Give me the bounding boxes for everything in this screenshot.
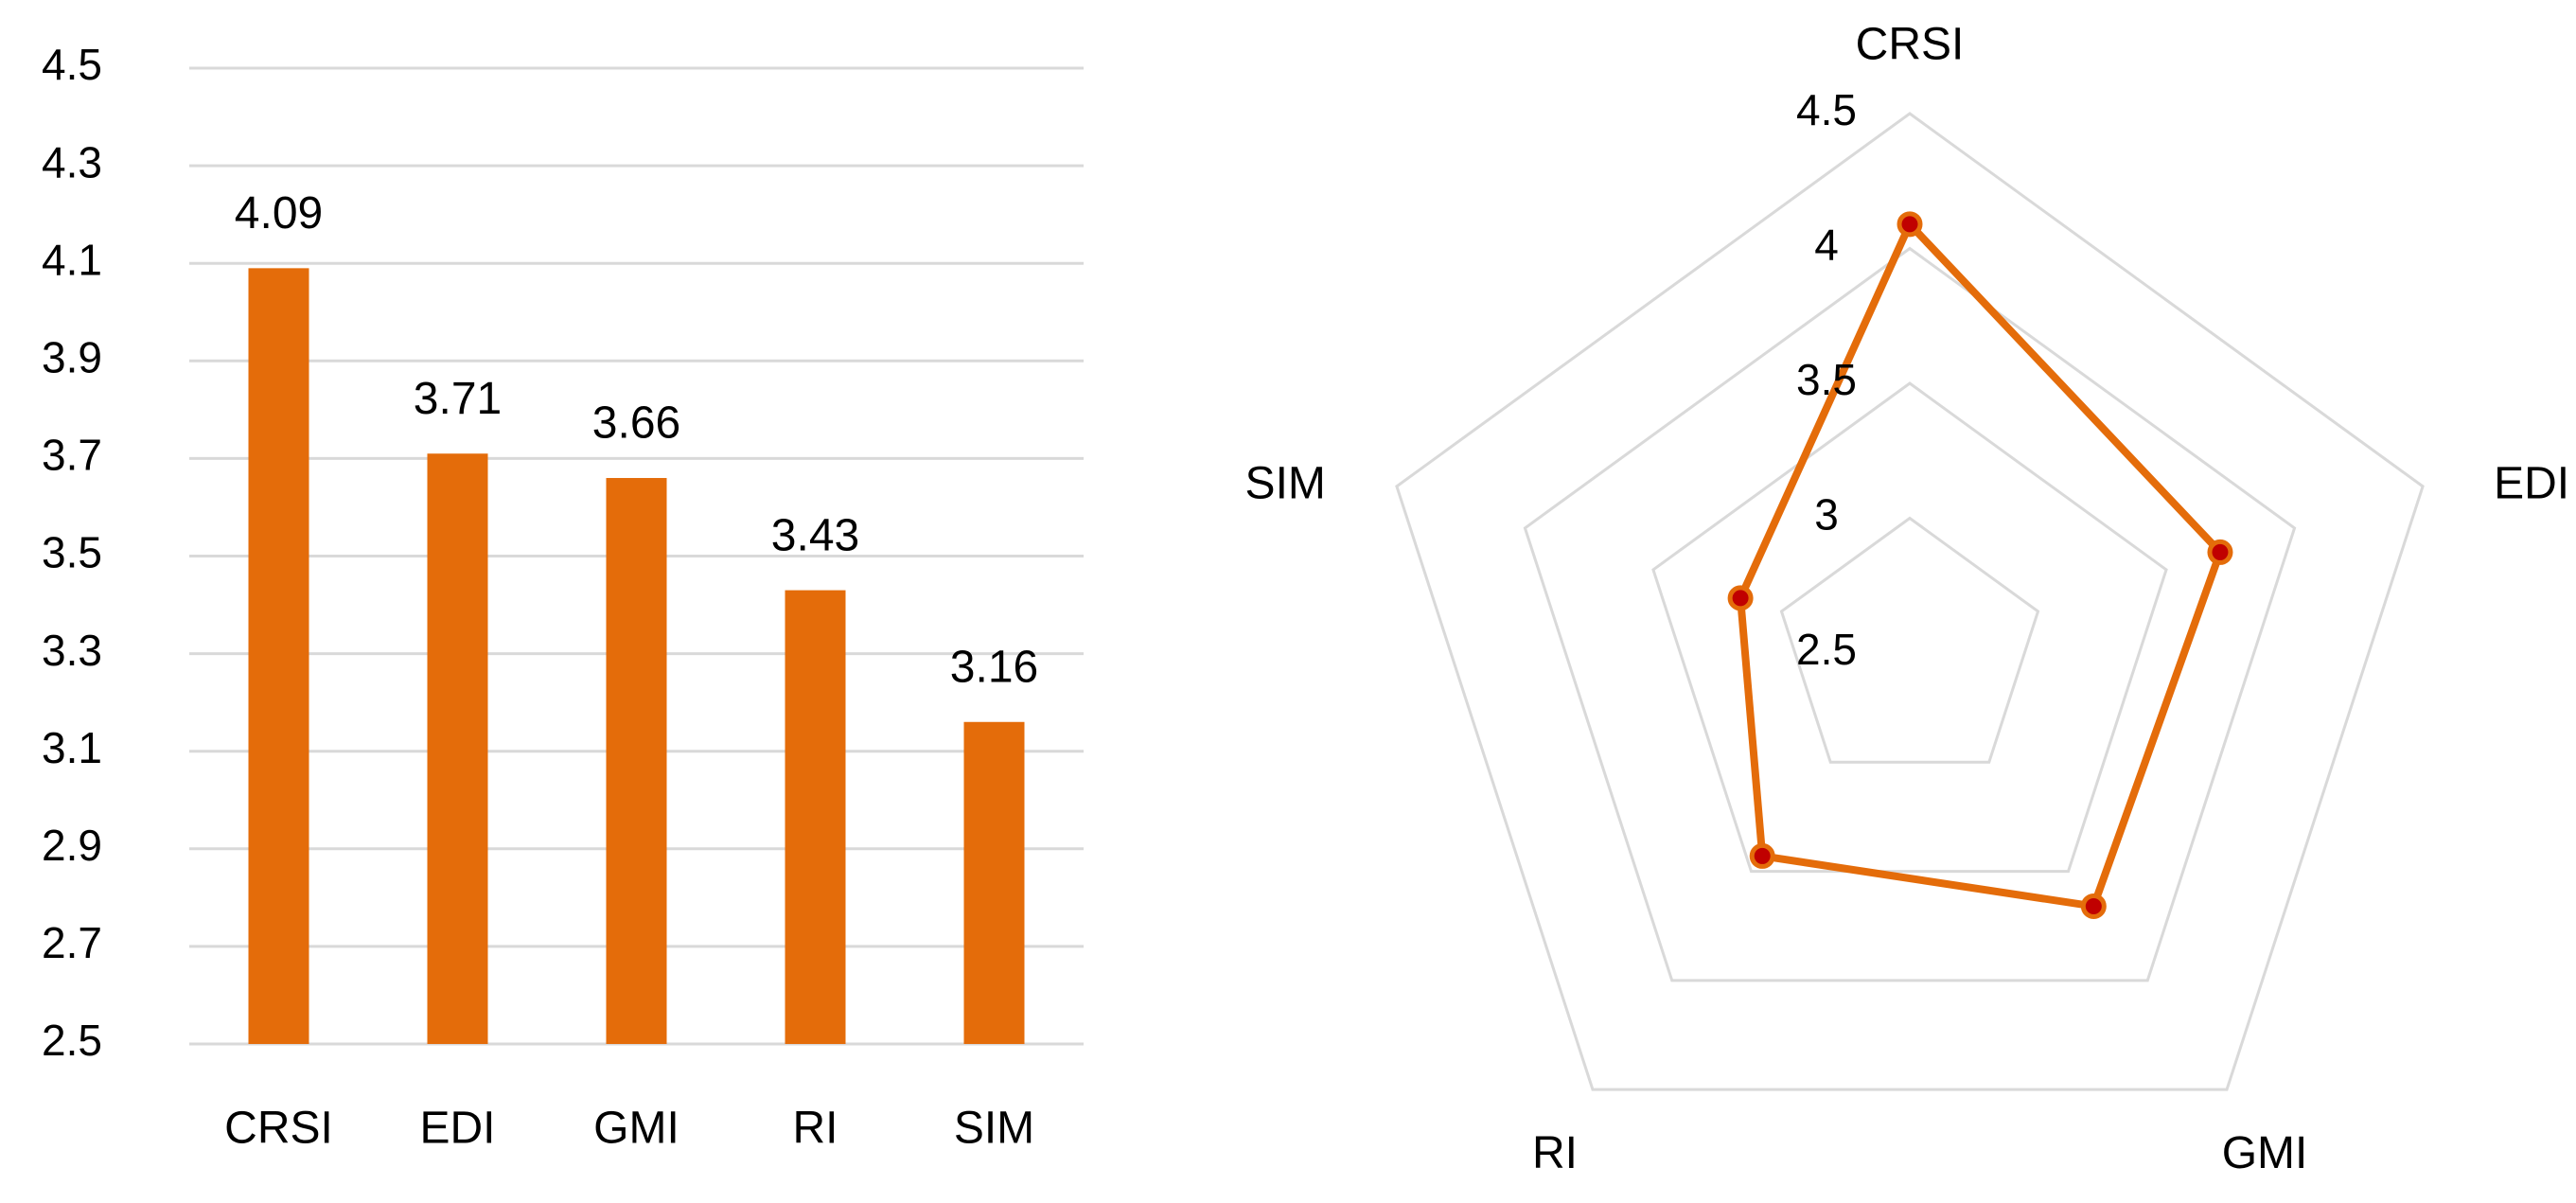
radar-point-edi <box>2207 539 2233 565</box>
y-tick-label: 4.1 <box>42 235 102 284</box>
y-tick-label: 2.5 <box>42 1016 102 1065</box>
radar-grid-ring <box>1395 112 2425 1091</box>
radar-axis-label: EDI <box>2494 459 2569 509</box>
radar-chart: 2.5 3 3.5 4 4.5 CRSI EDI GMI RI SIM <box>1245 20 2570 1178</box>
radar-series-line <box>1737 220 2224 911</box>
x-tick-label: SIM <box>954 1104 1034 1154</box>
radar-point-sim <box>1727 585 1754 611</box>
y-tick-label: 2.7 <box>42 918 102 967</box>
radar-tick-label: 3 <box>1814 490 1839 540</box>
radar-axis-label: CRSI <box>1856 20 1965 70</box>
x-tick-label: EDI <box>419 1104 495 1154</box>
radar-tick-label: 2.5 <box>1796 625 1857 674</box>
radar-tick-label: 4 <box>1814 221 1839 270</box>
radar-axis-label: RI <box>1532 1128 1578 1178</box>
y-tick-label: 3.1 <box>42 723 102 772</box>
x-tick-label: RI <box>793 1104 838 1154</box>
radar-grid <box>1395 112 2425 1091</box>
data-label: 3.66 <box>592 398 680 449</box>
y-tick-label: 3.7 <box>42 431 102 480</box>
y-tick-label: 3.3 <box>42 626 102 675</box>
y-tick-label: 3.9 <box>42 332 102 381</box>
y-tick-label: 4.5 <box>42 40 102 89</box>
data-label: 3.43 <box>771 510 859 560</box>
x-tick-label: GMI <box>593 1104 679 1154</box>
data-label: 3.16 <box>950 642 1038 692</box>
radar-point-crsi <box>1897 211 1923 238</box>
bar-marks <box>248 268 1025 1045</box>
radar-axis-label: GMI <box>2222 1128 2308 1178</box>
bar-crsi <box>248 268 309 1045</box>
bar-data-labels: 4.09 3.71 3.66 3.43 3.16 <box>235 188 1038 692</box>
radar-series <box>1727 211 2233 919</box>
bar-gmi <box>606 478 667 1044</box>
bar-edi <box>427 453 488 1044</box>
x-tick-label: CRSI <box>224 1104 333 1154</box>
radar-tick-label: 4.5 <box>1796 85 1857 134</box>
radar-axis-labels: CRSI EDI GMI RI SIM <box>1245 20 2570 1178</box>
y-tick-label: 4.3 <box>42 137 102 186</box>
radar-tick-label: 3.5 <box>1796 355 1857 404</box>
bar-sim <box>963 721 1025 1044</box>
y-tick-label: 2.9 <box>42 821 102 870</box>
radar-point-gmi <box>2080 893 2107 919</box>
radar-radial-tick-labels: 2.5 3 3.5 4 4.5 <box>1796 85 1857 674</box>
radar-point-ri <box>1749 842 1775 869</box>
bar-x-tick-labels: CRSI EDI GMI RI SIM <box>224 1104 1034 1154</box>
bar-ri <box>785 590 846 1044</box>
data-label: 4.09 <box>235 188 323 239</box>
data-label: 3.71 <box>414 374 502 424</box>
radar-grid-ring <box>1523 246 2297 982</box>
radar-axis-label: SIM <box>1245 459 1326 509</box>
radar-grid-ring <box>1651 381 2168 874</box>
radar-grid-ring <box>1779 516 2040 764</box>
bar-chart: 2.5 2.7 2.9 3.1 3.3 3.5 3.7 3.9 4.1 4.3 4.5 4.09 3.… <box>42 40 1084 1154</box>
y-tick-label: 3.5 <box>42 528 102 577</box>
bar-y-tick-labels: 2.5 2.7 2.9 3.1 3.3 3.5 3.7 3.9 4.1 4.3 4.5 <box>42 40 102 1065</box>
